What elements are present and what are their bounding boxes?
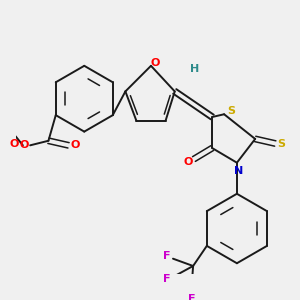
Text: S: S [278,139,286,148]
Text: O: O [151,58,160,68]
Text: F: F [188,294,195,300]
Text: O: O [20,140,29,150]
Text: N: N [234,166,243,176]
Text: F: F [163,274,170,284]
Text: S: S [227,106,236,116]
Text: O: O [70,140,80,150]
Text: O: O [184,157,193,167]
Text: F: F [163,251,170,261]
Text: O: O [9,139,18,148]
Text: H: H [190,64,200,74]
